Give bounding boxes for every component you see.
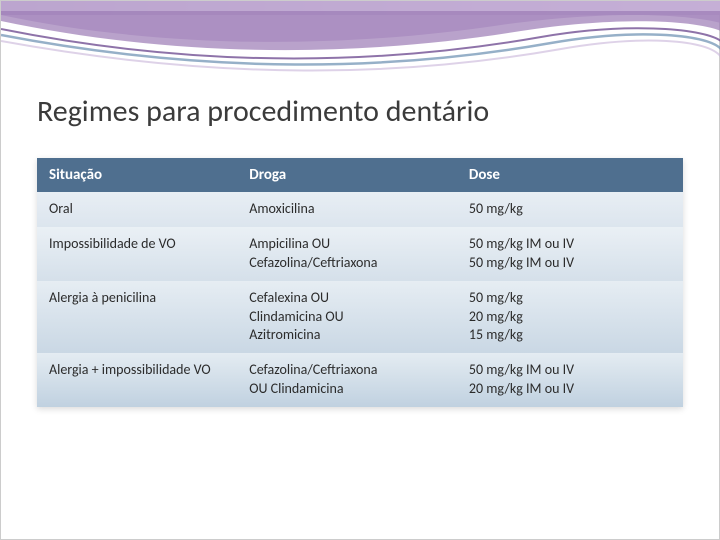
table-row: Oral Amoxicilina 50 mg/kg	[37, 192, 683, 227]
cell-dose: 50 mg/kg IM ou IV20 mg/kg IM ou IV	[457, 353, 683, 407]
cell-dose: 50 mg/kg	[457, 192, 683, 227]
cell-situacao: Impossibilidade de VO	[37, 227, 237, 281]
cell-situacao: Alergia + impossibilidade VO	[37, 353, 237, 407]
cell-situacao: Alergia à penicilina	[37, 281, 237, 354]
table-row: Alergia à penicilina Cefalexina OUClinda…	[37, 281, 683, 354]
table-header-situacao: Situação	[37, 158, 237, 192]
cell-droga: Ampicilina OUCefazolina/Ceftriaxona	[237, 227, 457, 281]
cell-dose: 50 mg/kg IM ou IV50 mg/kg IM ou IV	[457, 227, 683, 281]
table-header-droga: Droga	[237, 158, 457, 192]
cell-droga: Amoxicilina	[237, 192, 457, 227]
cell-dose: 50 mg/kg20 mg/kg15 mg/kg	[457, 281, 683, 354]
table-header-dose: Dose	[457, 158, 683, 192]
cell-droga: Cefalexina OUClindamicina OUAzitromicina	[237, 281, 457, 354]
regimes-table: Situação Droga Dose Oral Amoxicilina 50 …	[37, 158, 683, 407]
cell-situacao: Oral	[37, 192, 237, 227]
table-row: Impossibilidade de VO Ampicilina OUCefaz…	[37, 227, 683, 281]
table-row: Alergia + impossibilidade VO Cefazolina/…	[37, 353, 683, 407]
cell-droga: Cefazolina/CeftriaxonaOU Clindamicina	[237, 353, 457, 407]
slide-title: Regimes para procedimento dentário	[37, 93, 683, 130]
